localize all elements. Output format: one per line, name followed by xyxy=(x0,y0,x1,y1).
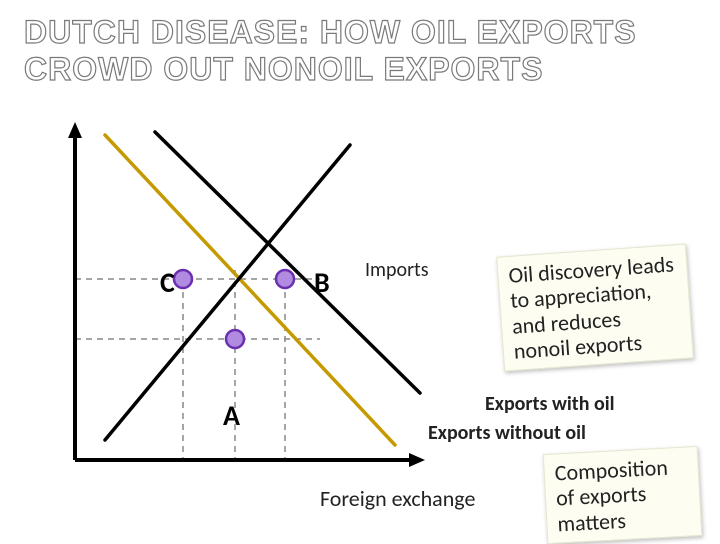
page-title: DUTCH DISEASE: HOW OIL EXPORTS CROWD OUT… xyxy=(0,0,720,88)
exports-no-oil-label: Exports without oil xyxy=(428,421,586,445)
annotation-note-1: Oil discovery leads to appreciation, and… xyxy=(496,244,694,372)
point-label-b: B xyxy=(314,265,330,300)
x-axis-label: Foreign exchange xyxy=(320,485,475,512)
exports-oil-label: Exports with oil xyxy=(485,392,615,416)
imports-label: Imports xyxy=(365,258,429,282)
chart-container: Real exchange rate xyxy=(20,120,440,500)
chart-svg xyxy=(20,120,440,500)
title-line-1: DUTCH DISEASE: HOW OIL EXPORTS xyxy=(24,14,720,51)
title-line-2: CROWD OUT NONOIL EXPORTS xyxy=(24,51,720,88)
point-label-c: C xyxy=(160,265,175,300)
point-label-a: A xyxy=(223,398,240,433)
annotation-note-2: Composition of exports matters xyxy=(543,446,702,544)
